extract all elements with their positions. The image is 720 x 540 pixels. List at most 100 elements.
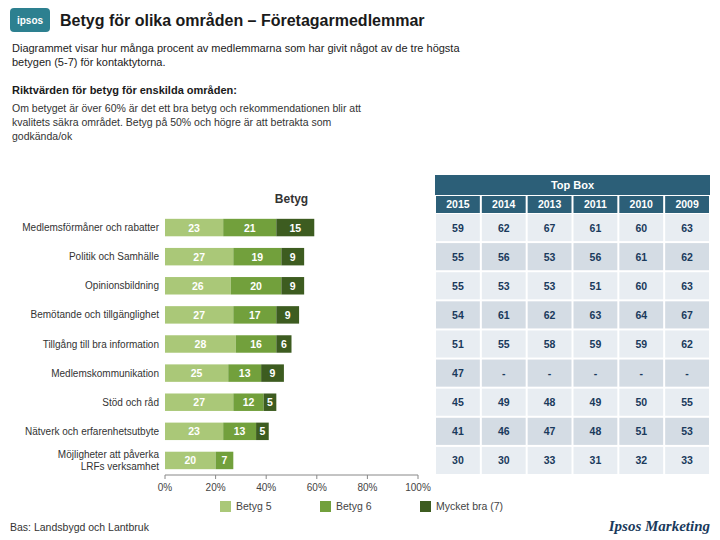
table-cell: 47	[544, 425, 556, 437]
bar-segment	[281, 277, 304, 294]
table-cell: 62	[498, 222, 510, 234]
bar-segment	[276, 219, 314, 236]
table-cell: 46	[498, 425, 510, 437]
table-cell-bg	[574, 301, 618, 328]
x-tick	[215, 475, 216, 479]
bar-segment	[233, 452, 234, 469]
data-label: 16	[250, 338, 262, 350]
table-header: 2010	[630, 198, 654, 210]
logo-text: ipsos	[17, 15, 44, 26]
data-label: 27	[193, 396, 205, 408]
category-label-line: Nätverk och erfarenhetsutbyte	[25, 426, 159, 437]
bar-segment	[228, 364, 261, 381]
category-label-line: Möjligheter att påverka	[58, 449, 160, 460]
table-cell: 49	[498, 396, 510, 408]
data-label: 28	[195, 338, 207, 350]
table-cell-bg	[436, 360, 480, 387]
table-cell-bg	[436, 301, 480, 328]
table-cell: 30	[498, 454, 510, 466]
table-cell: 31	[590, 454, 602, 466]
data-label: 5	[267, 396, 273, 408]
table-cell: 60	[635, 280, 647, 292]
table-cell: 63	[590, 309, 602, 321]
table-cell-bg	[482, 214, 526, 241]
annotation-title: Riktvärden för betyg för enskilda område…	[12, 84, 237, 96]
table-cell: 62	[681, 338, 693, 350]
table-cell-bg	[528, 301, 572, 328]
x-tick-label: 100%	[405, 482, 431, 493]
table-cell: -	[548, 367, 552, 379]
data-label: 20	[250, 280, 262, 292]
table-cell-bg	[574, 447, 618, 474]
bar-segment	[165, 277, 231, 294]
table-cell: 45	[452, 396, 464, 408]
bar-segment	[276, 335, 291, 352]
table-cell: 53	[498, 280, 510, 292]
table-cell-bg	[482, 330, 526, 357]
table-cell: 51	[635, 425, 647, 437]
table-cell-bg	[665, 243, 709, 270]
table-cell: -	[640, 367, 644, 379]
data-label: 23	[188, 425, 200, 437]
data-label: 9	[285, 309, 291, 321]
table-cell: 62	[681, 251, 693, 263]
table-cell-bg	[436, 272, 480, 299]
table-cell: 55	[681, 396, 693, 408]
table-cell: 63	[681, 280, 693, 292]
bar-segment	[256, 423, 269, 440]
data-label: 13	[234, 425, 246, 437]
legend-swatch	[420, 501, 431, 512]
table-header-bg	[528, 196, 572, 213]
table-cell: 55	[452, 280, 464, 292]
table: Top Box201520142013201120102009596267616…	[435, 175, 710, 474]
table-cell-bg	[436, 330, 480, 357]
table-cell-bg	[619, 447, 663, 474]
table-cell-bg	[665, 418, 709, 445]
bar-segment	[216, 452, 234, 469]
table-cell-bg	[574, 272, 618, 299]
category-label-line: Stöd och råd	[102, 397, 159, 408]
x-tick-label: 40%	[256, 482, 276, 493]
table-cell: 59	[590, 338, 602, 350]
table-cell-bg	[528, 243, 572, 270]
x-tick	[367, 475, 368, 479]
table-header-bg	[665, 196, 709, 213]
table-cell-bg	[574, 243, 618, 270]
table-header: 2009	[675, 198, 699, 210]
table-cell: 55	[498, 338, 510, 350]
category-label-line: Opinionsbildning	[85, 280, 159, 291]
table-header: 2014	[492, 198, 516, 210]
table-cell: 56	[590, 251, 602, 263]
bar-segment	[233, 248, 281, 265]
legend: Betyg 5Betyg 6Mycket bra (7)	[220, 500, 503, 512]
bar-segment	[165, 364, 228, 381]
table-cell: 53	[544, 251, 556, 263]
bar-segment	[165, 393, 233, 410]
bar-segment	[223, 219, 276, 236]
table-cell: 60	[635, 222, 647, 234]
table-cell-bg	[574, 418, 618, 445]
table-cell: 53	[681, 425, 693, 437]
chart-title: Betyg	[275, 192, 308, 206]
bar-segment	[233, 393, 263, 410]
table-title: Top Box	[551, 179, 595, 191]
bar-segment	[231, 277, 282, 294]
table-cell-bg	[436, 389, 480, 416]
category-label: Bemötande och tillgänglighet	[31, 309, 160, 320]
table-cell-bg	[482, 360, 526, 387]
table-cell: 51	[452, 338, 464, 350]
table-cell-bg	[528, 360, 572, 387]
table-cell: 61	[635, 251, 647, 263]
table-cell: 64	[635, 309, 647, 321]
table-cell: 53	[544, 280, 556, 292]
table-cell: 62	[544, 309, 556, 321]
table-cell-bg	[482, 389, 526, 416]
subtitle: Diagrammet visar hur många procent av me…	[12, 42, 460, 54]
table-cell: 33	[544, 454, 556, 466]
category-label-line: Tillgång till bra information	[43, 339, 159, 350]
category-label-line: Medlemsförmåner och rabatter	[22, 222, 159, 233]
table-cell-bg	[619, 301, 663, 328]
table-cell: 33	[681, 454, 693, 466]
table-cell-bg	[665, 214, 709, 241]
table-header-bg	[574, 196, 618, 213]
